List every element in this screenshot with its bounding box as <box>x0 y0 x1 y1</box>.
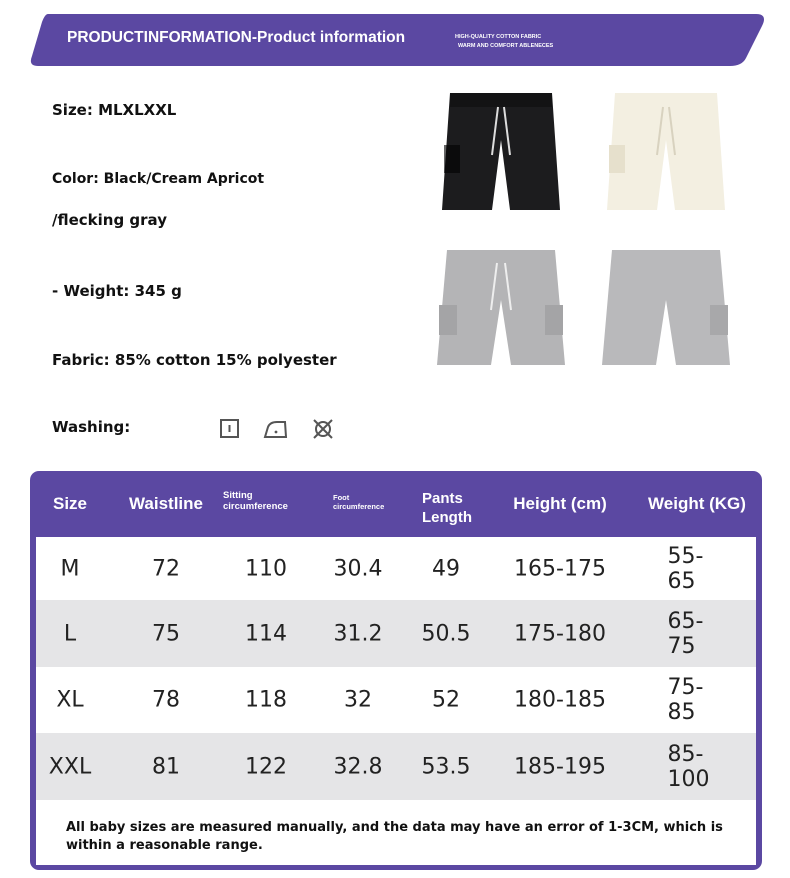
table-cell: 85-100 <box>667 741 710 792</box>
table-cell: 118 <box>245 687 287 713</box>
size-info: Size: MLXLXXL <box>52 101 177 119</box>
table-cell: 30.4 <box>333 556 383 581</box>
table-cell: 180-185 <box>514 687 606 713</box>
banner-subtitle: HIGH-QUALITY COTTON FABRIC WARM AND COMFO… <box>455 33 553 51</box>
table-cell: 175-180 <box>514 621 606 646</box>
table-cell: 49 <box>432 556 460 581</box>
table-cell: 114 <box>245 621 287 646</box>
table-cell: L <box>63 621 77 646</box>
table-cell: 32.8 <box>333 754 383 779</box>
table-cell: 55-65 <box>667 543 704 594</box>
shorts-gray-drawstring-image <box>437 250 565 365</box>
table-cell: 110 <box>245 556 287 581</box>
table-cell: 81 <box>152 754 180 779</box>
fabric-info: Fabric: 85% cotton 15% polyester <box>52 351 337 369</box>
table-cell: 32 <box>344 687 372 713</box>
table-cell: 185-195 <box>514 754 606 779</box>
measurement-note: All baby sizes are measured manually, an… <box>66 820 723 853</box>
color-info: Color: Black/Cream Apricot <box>52 171 265 187</box>
table-cell: 65-75 <box>667 608 704 659</box>
header-pants-length: Pants Length <box>422 490 472 526</box>
banner-title: PRODUCTINFORMATION-Product information <box>67 29 406 46</box>
header-waistline: Waistline <box>129 494 203 513</box>
table-cell: M <box>60 556 80 581</box>
table-cell: 75 <box>152 621 180 646</box>
shorts-black-image <box>442 93 560 210</box>
header-foot-circumference: Foot circumference <box>333 493 385 511</box>
header-height: Height (cm) <box>513 494 607 513</box>
table-cell: XL <box>56 687 84 713</box>
table-cell: 53.5 <box>421 754 471 779</box>
table-row: L 75 114 31.2 50.5 175-180 65-75 <box>36 600 756 667</box>
table-cell: 52 <box>432 687 460 713</box>
table-cell: 50.5 <box>421 621 471 646</box>
table-cell: XXL <box>48 754 92 779</box>
color-info-cont: /flecking gray <box>52 211 167 229</box>
size-chart: Size Waistline Sitting circumference Foo… <box>30 471 762 870</box>
table-cell: 165-175 <box>514 556 606 581</box>
table-row: XXL 81 122 32.8 53.5 185-195 85-100 <box>36 733 756 800</box>
table-cell: 78 <box>152 687 180 713</box>
header-size: Size <box>52 494 88 513</box>
shorts-cream-image <box>607 93 725 210</box>
subtitle-line-2: WARM AND COMFORT ABLENECES <box>458 43 554 49</box>
table-cell: 31.2 <box>333 621 383 646</box>
iron-low-icon <box>263 421 288 438</box>
table-cell: 122 <box>245 754 287 779</box>
size-chart-body: XXL 81 122 32.8 53.5 185-195 85-100 XL 78 118 32 52… <box>36 537 756 865</box>
subtitle-line-1: HIGH-QUALITY COTTON FABRIC <box>455 34 542 40</box>
washing-label: Washing: <box>52 418 131 436</box>
table-cell: 75-85 <box>667 675 704 725</box>
table-cell: 72 <box>152 556 180 581</box>
table-row: M 72 110 30.4 49 165-175 55-65 <box>36 537 756 600</box>
table-row: XL 78 118 32 52 180-185 75-85 <box>36 667 756 733</box>
banner-background <box>30 14 764 66</box>
shorts-gray-image <box>602 250 730 365</box>
weight-info: - Weight: 345 g <box>52 282 182 300</box>
size-chart-header: Size Waistline Sitting circumference Foo… <box>30 471 762 537</box>
product-info-banner: PRODUCTINFORMATION-Product information H… <box>30 14 764 66</box>
header-sitting-circumference: Sitting circumference <box>223 490 288 512</box>
do-not-dryclean-icon <box>313 419 333 439</box>
tumble-dry-icon <box>220 419 239 438</box>
header-weight: Weight (KG) <box>648 494 746 513</box>
